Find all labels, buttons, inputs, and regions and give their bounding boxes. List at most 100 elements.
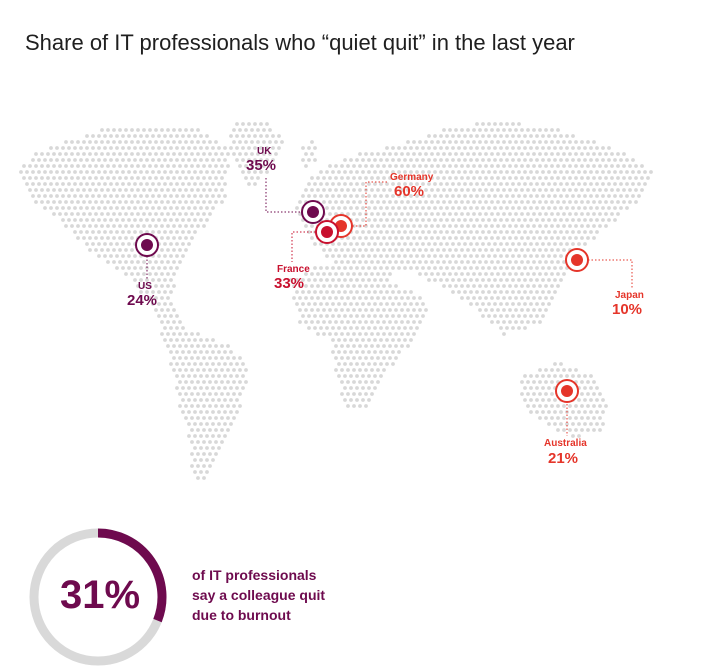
- map-dot: [352, 320, 356, 324]
- map-dot: [436, 200, 440, 204]
- map-dot: [340, 284, 344, 288]
- map-dot: [499, 230, 503, 234]
- map-dot: [370, 284, 374, 288]
- map-dot: [409, 182, 413, 186]
- map-dot: [169, 362, 173, 366]
- map-dot: [589, 386, 593, 390]
- map-dot: [550, 224, 554, 228]
- map-dot: [562, 212, 566, 216]
- map-dot: [466, 176, 470, 180]
- map-dot: [157, 158, 161, 162]
- map-dot: [208, 152, 212, 156]
- map-dot: [523, 206, 527, 210]
- map-dot: [184, 224, 188, 228]
- map-dot: [187, 398, 191, 402]
- map-dot: [307, 230, 311, 234]
- map-dot: [97, 242, 101, 246]
- map-dot: [568, 140, 572, 144]
- map-dot: [466, 284, 470, 288]
- map-dot: [196, 380, 200, 384]
- map-dot: [517, 230, 521, 234]
- map-dot: [337, 182, 341, 186]
- map-dot: [142, 284, 146, 288]
- map-dot: [346, 332, 350, 336]
- map-dot: [628, 188, 632, 192]
- map-dot: [211, 350, 215, 354]
- map-dot: [394, 320, 398, 324]
- map-dot: [148, 128, 152, 132]
- map-dot: [379, 314, 383, 318]
- map-dot: [481, 146, 485, 150]
- map-dot: [166, 188, 170, 192]
- map-dot: [334, 260, 338, 264]
- map-dot: [88, 224, 92, 228]
- map-dot: [520, 260, 524, 264]
- map-dot: [361, 302, 365, 306]
- map-dot: [331, 326, 335, 330]
- map-dot: [331, 194, 335, 198]
- map-dot: [361, 242, 365, 246]
- map-dot: [127, 254, 131, 258]
- map-dot: [352, 296, 356, 300]
- map-dot: [118, 224, 122, 228]
- map-dot: [460, 260, 464, 264]
- map-dot: [136, 140, 140, 144]
- map-dot: [28, 188, 32, 192]
- map-dot: [349, 206, 353, 210]
- map-dot: [487, 194, 491, 198]
- map-dot: [181, 326, 185, 330]
- map-dot: [229, 134, 233, 138]
- map-dot: [514, 188, 518, 192]
- map-dot: [118, 164, 122, 168]
- map-dot: [208, 344, 212, 348]
- map-dot: [367, 254, 371, 258]
- map-dot: [538, 188, 542, 192]
- map-dot: [430, 152, 434, 156]
- map-dot: [583, 170, 587, 174]
- map-dot: [562, 416, 566, 420]
- map-dot: [454, 224, 458, 228]
- map-dot: [589, 398, 593, 402]
- map-dot: [253, 158, 257, 162]
- map-dot: [169, 302, 173, 306]
- map-dot: [550, 296, 554, 300]
- map-dot: [328, 176, 332, 180]
- map-dot: [475, 134, 479, 138]
- map-dot: [538, 308, 542, 312]
- map-dot: [475, 266, 479, 270]
- map-dot: [538, 140, 542, 144]
- map-dot: [604, 188, 608, 192]
- map-dot: [124, 248, 128, 252]
- map-dot: [511, 326, 515, 330]
- map-dot: [184, 236, 188, 240]
- map-dot: [160, 188, 164, 192]
- map-dot: [385, 242, 389, 246]
- map-dot: [379, 350, 383, 354]
- map-dot: [364, 356, 368, 360]
- map-dot: [172, 248, 176, 252]
- map-dot: [361, 182, 365, 186]
- map-dot: [361, 362, 365, 366]
- map-dot: [511, 194, 515, 198]
- map-dot: [127, 242, 131, 246]
- map-dot: [106, 188, 110, 192]
- map-dot: [187, 386, 191, 390]
- map-dot: [490, 272, 494, 276]
- map-dot: [331, 278, 335, 282]
- map-dot: [484, 272, 488, 276]
- map-dot: [376, 332, 380, 336]
- map-dot: [319, 242, 323, 246]
- map-dot: [589, 146, 593, 150]
- map-dot: [463, 194, 467, 198]
- map-dot: [100, 164, 104, 168]
- map-dot: [151, 158, 155, 162]
- map-dot: [571, 410, 575, 414]
- map-dot: [91, 146, 95, 150]
- map-dot: [373, 374, 377, 378]
- map-dot: [448, 248, 452, 252]
- map-dot: [406, 188, 410, 192]
- map-dot: [109, 146, 113, 150]
- map-dot: [442, 176, 446, 180]
- map-dot: [145, 146, 149, 150]
- map-dot: [121, 194, 125, 198]
